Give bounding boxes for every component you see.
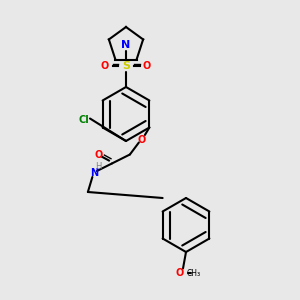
Text: N: N (90, 167, 98, 178)
Text: O: O (101, 61, 109, 71)
Text: O: O (143, 61, 151, 71)
Text: S: S (122, 61, 130, 71)
Text: CH₃: CH₃ (186, 268, 201, 278)
Text: Cl: Cl (79, 115, 89, 125)
Text: H: H (95, 162, 102, 171)
Text: O: O (94, 149, 103, 160)
Text: O: O (176, 268, 184, 278)
Text: O: O (138, 134, 146, 145)
Text: N: N (122, 40, 130, 50)
